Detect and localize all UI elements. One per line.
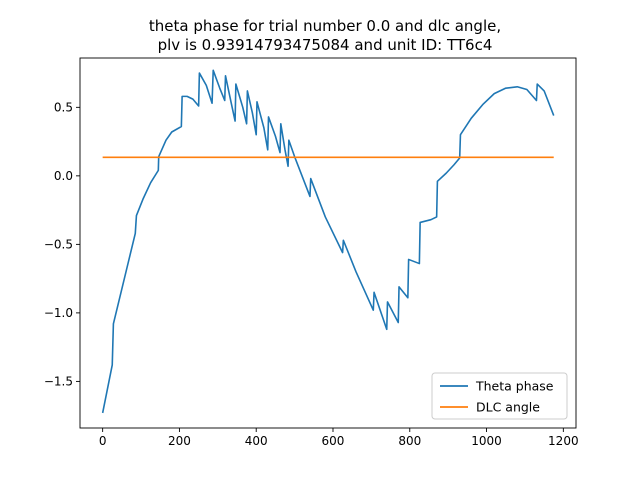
series-line-0 [101, 69, 555, 414]
y-tick-label: −1.5 [44, 374, 73, 388]
y-tick-label: −1.0 [44, 306, 73, 320]
chart-title-line-2: plv is 0.93914793475084 and unit ID: TT6… [158, 36, 493, 54]
legend-label-1: DLC angle [476, 400, 540, 415]
x-tick-label: 1000 [471, 434, 502, 448]
x-axis: 0 200 400 600 800 1000 1200 [99, 428, 579, 448]
legend: Theta phase DLC angle [431, 372, 568, 420]
legend-label-0: Theta phase [475, 379, 554, 394]
chart-title-line-1: theta phase for trial number 0.0 and dlc… [149, 17, 501, 35]
x-tick-label: 800 [398, 434, 421, 448]
x-tick-label: 200 [168, 434, 191, 448]
y-tick-label: 0.0 [54, 169, 73, 183]
x-tick-label: 1200 [548, 434, 579, 448]
x-tick-label: 600 [322, 434, 345, 448]
y-tick-label: 0.5 [54, 100, 73, 114]
y-tick-label: −0.5 [44, 237, 73, 251]
plot-frame [79, 57, 577, 429]
y-axis: −1.5 −1.0 −0.5 0.0 0.5 [44, 100, 80, 388]
x-tick-label: 400 [245, 434, 268, 448]
x-tick-label: 0 [99, 434, 107, 448]
plot-area [79, 57, 577, 429]
